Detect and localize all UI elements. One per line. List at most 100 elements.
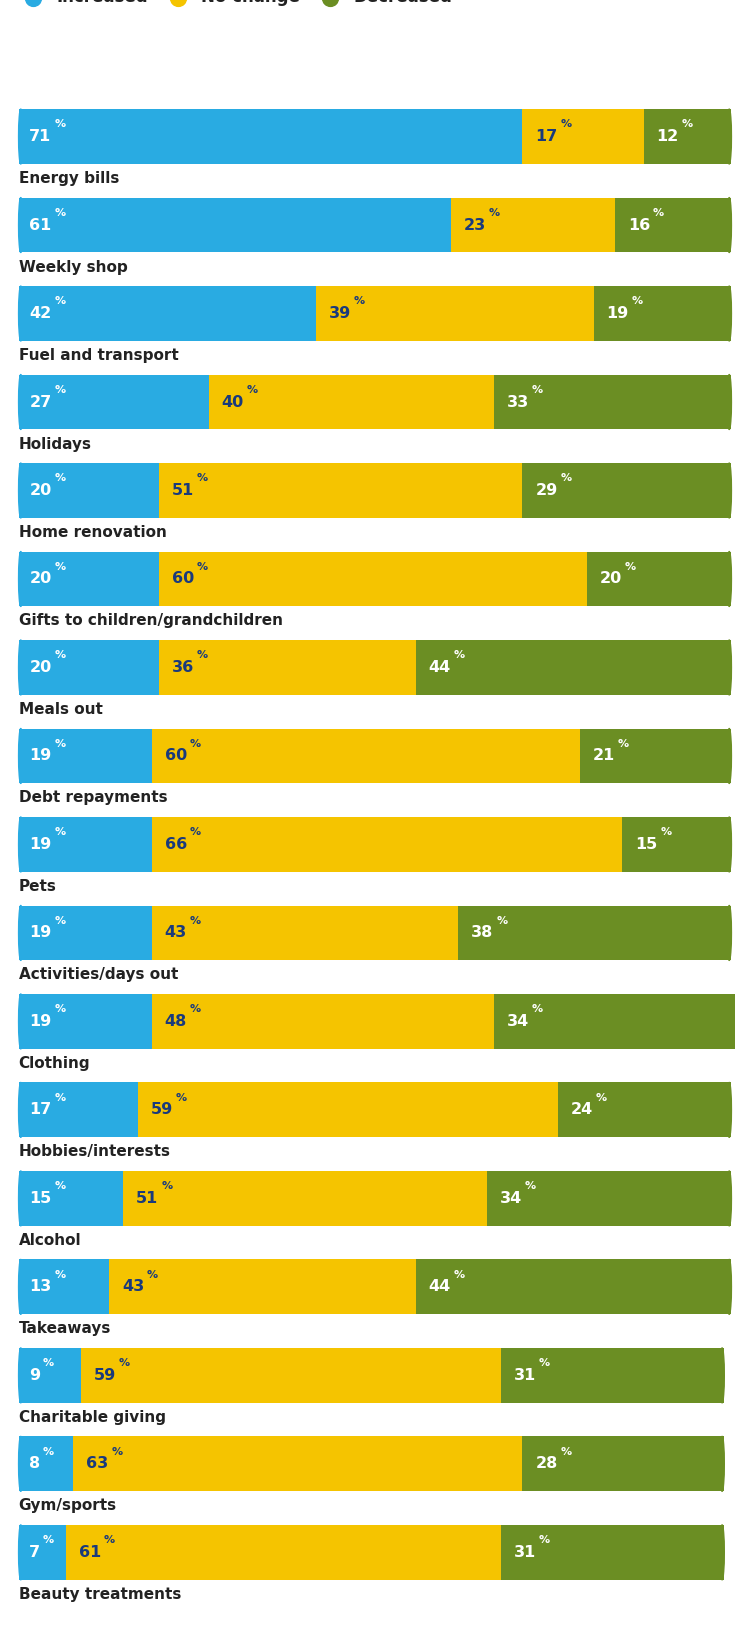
Text: 7: 7: [29, 1545, 40, 1560]
Text: 9: 9: [29, 1368, 40, 1383]
Bar: [558, 1082, 731, 1138]
Bar: [19, 551, 164, 607]
Circle shape: [727, 640, 731, 695]
Text: %: %: [353, 296, 364, 306]
Text: %: %: [617, 738, 628, 748]
Circle shape: [720, 1348, 724, 1402]
Circle shape: [19, 551, 23, 607]
Text: %: %: [525, 1180, 536, 1190]
Bar: [19, 1082, 142, 1138]
Text: %: %: [454, 649, 464, 661]
Bar: [209, 375, 499, 429]
Bar: [615, 197, 731, 253]
Text: %: %: [111, 1447, 122, 1457]
Bar: [494, 995, 739, 1049]
Text: %: %: [560, 473, 572, 483]
Text: 59: 59: [151, 1103, 172, 1118]
Text: 51: 51: [172, 483, 194, 498]
Text: %: %: [54, 916, 65, 926]
Text: 42: 42: [29, 306, 52, 321]
Circle shape: [19, 1526, 23, 1580]
Text: Energy bills: Energy bills: [19, 171, 119, 186]
Bar: [159, 640, 420, 695]
Text: %: %: [54, 827, 65, 837]
Text: %: %: [539, 1535, 550, 1545]
Text: 16: 16: [628, 217, 650, 232]
Circle shape: [19, 1171, 23, 1226]
Text: 8: 8: [29, 1457, 40, 1471]
Bar: [501, 1348, 724, 1402]
Text: Home renovation: Home renovation: [19, 524, 166, 539]
Text: %: %: [190, 827, 201, 837]
Text: 38: 38: [471, 926, 494, 940]
Text: %: %: [489, 207, 500, 217]
Text: 19: 19: [607, 306, 629, 321]
Bar: [458, 906, 731, 960]
Text: %: %: [43, 1447, 54, 1457]
Bar: [123, 1171, 491, 1226]
Circle shape: [734, 995, 739, 1049]
Bar: [19, 1259, 113, 1314]
Text: 15: 15: [29, 1190, 52, 1207]
Text: %: %: [190, 916, 201, 926]
Text: 44: 44: [428, 659, 451, 676]
Text: Activities/days out: Activities/days out: [19, 967, 178, 983]
Text: Pets: Pets: [19, 880, 56, 894]
Text: Holidays: Holidays: [19, 437, 92, 452]
Text: %: %: [54, 1180, 65, 1190]
Text: 21: 21: [592, 748, 615, 763]
Text: 66: 66: [165, 837, 187, 852]
Circle shape: [727, 551, 731, 607]
Circle shape: [19, 375, 23, 429]
Text: 43: 43: [122, 1279, 144, 1294]
Text: 17: 17: [536, 128, 558, 145]
Text: Hobbies/interests: Hobbies/interests: [19, 1144, 170, 1159]
Text: 19: 19: [29, 748, 52, 763]
Bar: [19, 1437, 78, 1491]
Bar: [622, 817, 731, 871]
Circle shape: [19, 464, 23, 518]
Circle shape: [19, 1082, 23, 1138]
Text: 59: 59: [94, 1368, 116, 1383]
Bar: [159, 551, 591, 607]
Text: Clothing: Clothing: [19, 1055, 90, 1070]
Circle shape: [19, 109, 23, 164]
Circle shape: [720, 1437, 724, 1491]
Text: 44: 44: [428, 1279, 451, 1294]
Text: 71: 71: [29, 128, 52, 145]
Text: %: %: [596, 1093, 607, 1103]
Text: %: %: [54, 738, 65, 748]
Text: %: %: [54, 473, 65, 483]
Text: 23: 23: [464, 217, 486, 232]
Text: %: %: [532, 385, 543, 395]
Text: Meals out: Meals out: [19, 702, 103, 717]
Text: Weekly shop: Weekly shop: [19, 260, 128, 275]
Text: 27: 27: [29, 395, 52, 409]
Circle shape: [727, 464, 731, 518]
Bar: [152, 906, 463, 960]
Circle shape: [727, 109, 731, 164]
Bar: [644, 109, 731, 164]
Text: 15: 15: [635, 837, 658, 852]
Text: %: %: [682, 120, 693, 130]
Text: Takeaways: Takeaways: [19, 1322, 111, 1337]
Text: %: %: [660, 827, 671, 837]
Bar: [316, 286, 598, 340]
Text: %: %: [560, 1447, 572, 1457]
Bar: [19, 375, 213, 429]
Text: %: %: [54, 385, 65, 395]
Text: %: %: [653, 207, 664, 217]
Text: 36: 36: [172, 659, 194, 676]
Text: %: %: [161, 1180, 172, 1190]
Text: 40: 40: [222, 395, 244, 409]
Bar: [19, 995, 156, 1049]
Text: 43: 43: [165, 926, 187, 940]
Circle shape: [727, 375, 731, 429]
Bar: [594, 286, 731, 340]
Bar: [19, 906, 156, 960]
Circle shape: [19, 286, 23, 340]
Text: 63: 63: [86, 1457, 109, 1471]
Text: %: %: [54, 296, 65, 306]
Text: 20: 20: [29, 483, 52, 498]
Bar: [452, 197, 620, 253]
